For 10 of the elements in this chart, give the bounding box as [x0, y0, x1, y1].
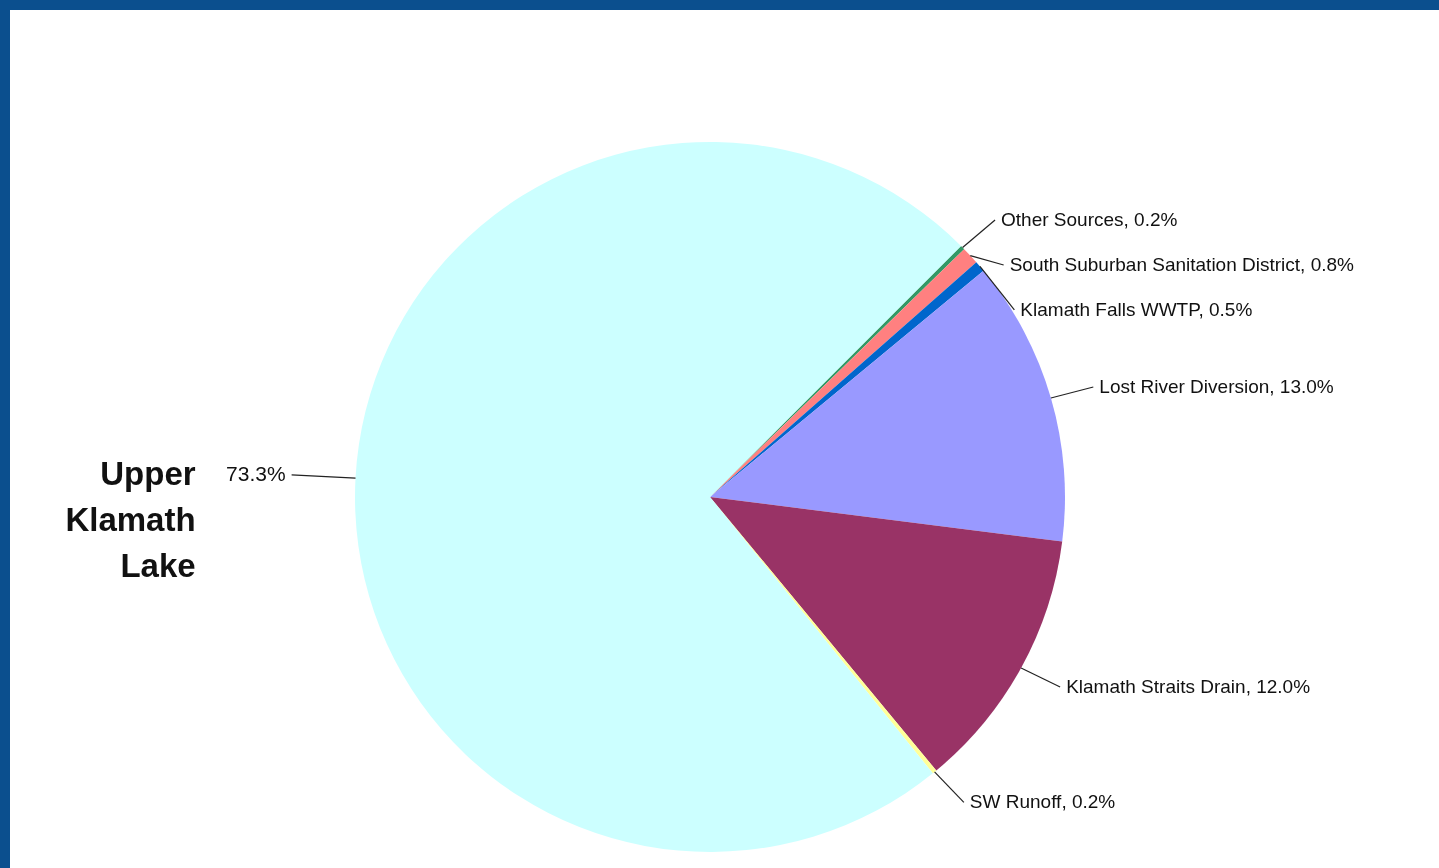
slice-label: Upper Klamath Lake [65, 454, 196, 585]
slice-label: SW Runoff, 0.2% [969, 791, 1116, 813]
slice-label: South Suburban Sanitation District, 0.8% [1009, 253, 1355, 275]
slice-label: Other Sources, 0.2% [1001, 208, 1178, 230]
pie-slice [355, 142, 962, 852]
data-label: 73.3% [226, 461, 286, 485]
slice-label: Lost River Diversion, 13.0% [1099, 376, 1334, 398]
slice-label: Klamath Straits Drain, 12.0% [1066, 675, 1311, 697]
pie-slice [710, 497, 1063, 771]
slice-label: Klamath Falls WWTP, 0.5% [1020, 298, 1253, 320]
